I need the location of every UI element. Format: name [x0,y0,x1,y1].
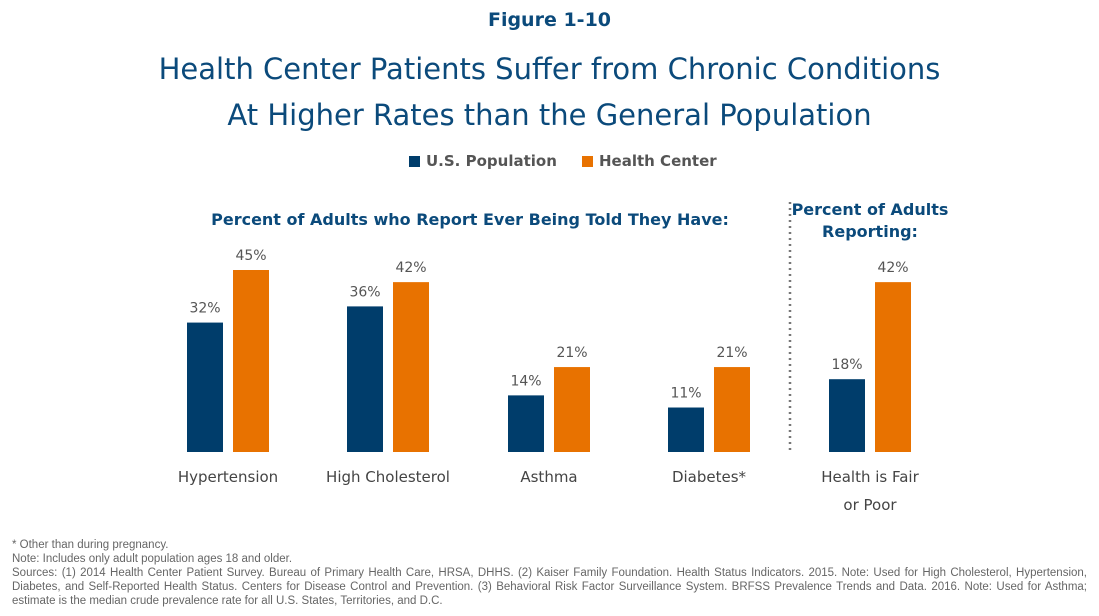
data-label: 18% [831,357,862,373]
bar [554,367,590,452]
legend-item-us-population: U.S. Population [409,152,557,170]
bar [829,379,865,452]
right-panel-title-2: Reporting: [822,222,918,241]
data-label: 42% [395,260,426,276]
bar [393,282,429,452]
category-label: Health is Fair [821,468,919,486]
data-label: 45% [235,248,266,264]
legend-label: Health Center [599,152,717,170]
footnote-asterisk: * Other than during pregnancy. [12,539,169,551]
data-label: 21% [556,345,587,361]
data-label: 32% [189,301,220,317]
data-label: 11% [670,386,701,402]
right-panel-title-1: Percent of Adults [791,200,949,219]
figure-label: Figure 1-10 [487,9,612,31]
bar [187,322,223,452]
legend-item-health-center: Health Center [582,152,717,170]
bar-chart: 32% 45% Hypertension 36% 42% High Cholesterol… [178,202,920,514]
category-label: Diabetes* [672,468,747,486]
legend-label: U.S. Population [426,152,557,170]
category-label: Asthma [520,468,577,486]
category-label: High Cholesterol [326,468,450,486]
data-label: 21% [716,345,747,361]
chart-title-line-1: Health Center Patients Suffer from Chron… [158,52,941,86]
bar [875,282,911,452]
data-label: 42% [877,260,908,276]
footnote-note: Note: Includes only adult population age… [12,553,293,565]
data-label: 36% [349,284,380,300]
bar [347,306,383,452]
bar [508,395,544,452]
footnote-sources: Sources: (1) 2014 Health Center Patient … [12,567,1087,607]
chart-title-line-2: At Higher Rates than the General Populat… [227,98,872,132]
category-label: Hypertension [178,468,278,486]
bar [714,367,750,452]
data-label: 14% [510,373,541,389]
legend-swatch [409,155,420,167]
left-panel-title: Percent of Adults who Report Ever Being … [211,210,729,229]
legend-swatch [582,155,593,167]
bar [233,270,269,452]
category-label: or Poor [843,496,897,514]
bar [668,407,704,452]
